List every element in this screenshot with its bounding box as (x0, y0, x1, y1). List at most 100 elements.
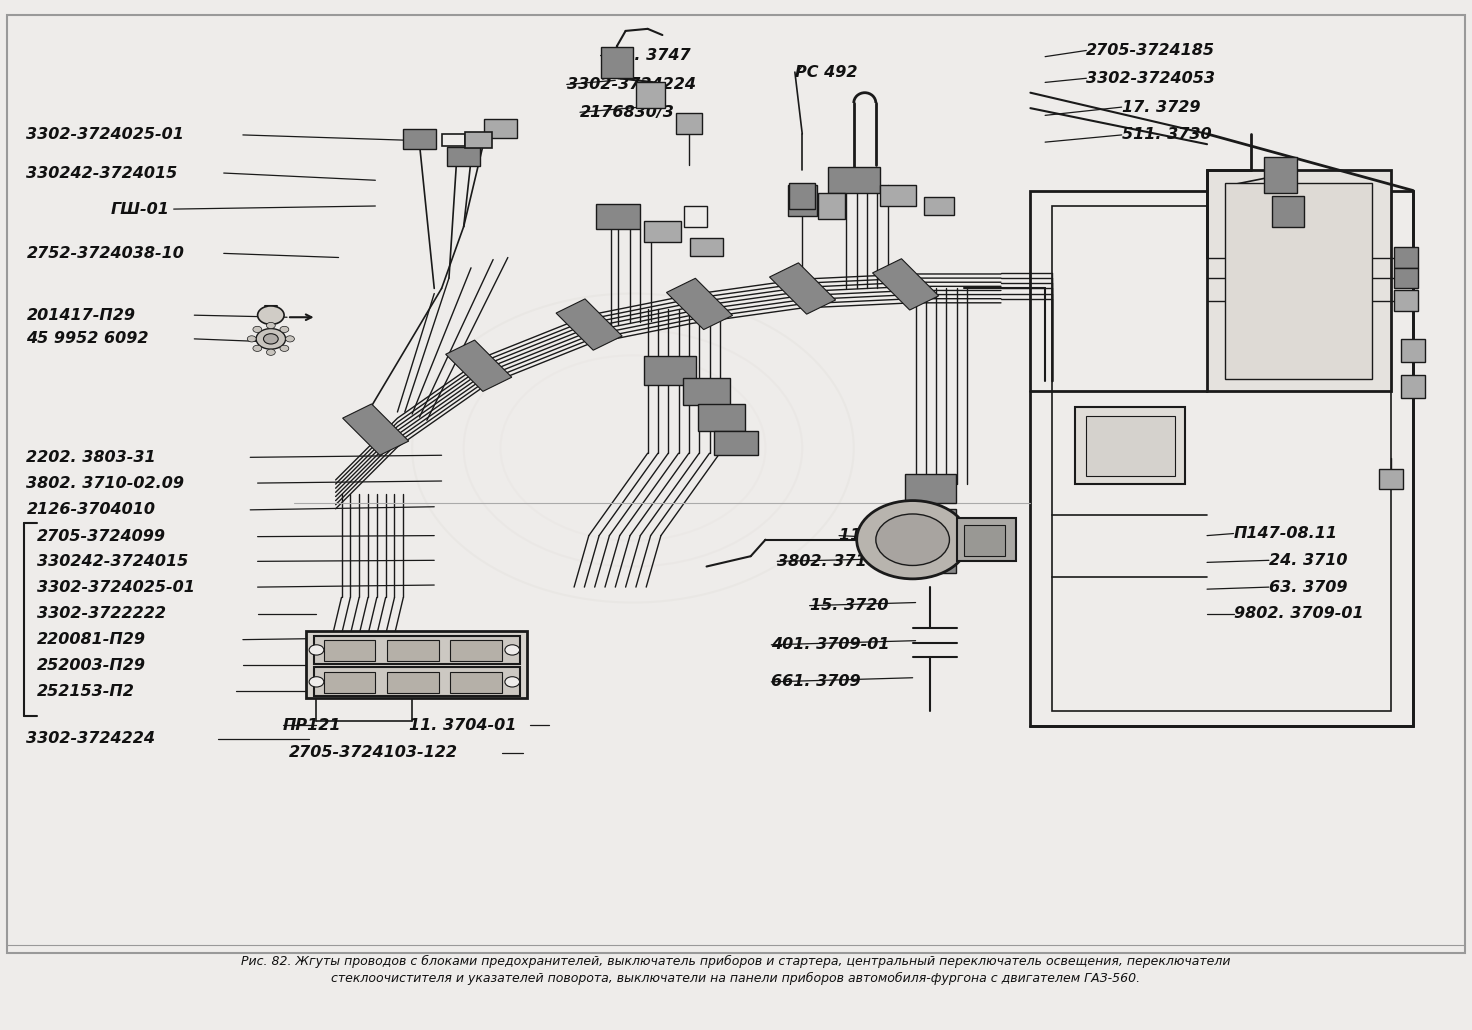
Bar (1075, 407, 1185, 484)
Bar (667, 278, 733, 330)
Text: 45 9952 6092: 45 9952 6092 (26, 332, 149, 346)
Text: 11. 3704-01: 11. 3704-01 (409, 718, 517, 732)
Circle shape (505, 677, 520, 687)
Bar (690, 238, 723, 256)
Bar (465, 132, 492, 148)
Circle shape (253, 327, 262, 333)
Text: ПР121: ПР121 (283, 718, 342, 732)
Text: 15. 3720: 15. 3720 (810, 598, 888, 613)
Text: 2705-3724185: 2705-3724185 (1086, 43, 1216, 58)
Bar (1207, 170, 1391, 391)
Text: 63. 3709: 63. 3709 (1269, 580, 1347, 594)
Text: 252003-П29: 252003-П29 (37, 658, 146, 673)
Bar (1401, 375, 1425, 398)
Bar (873, 259, 939, 310)
Text: 330242-3724015: 330242-3724015 (26, 166, 178, 180)
Circle shape (247, 336, 256, 342)
Circle shape (280, 327, 289, 333)
Text: 2705-3724099: 2705-3724099 (37, 529, 166, 544)
Bar (447, 147, 480, 166)
Bar (683, 378, 730, 405)
Bar (450, 672, 502, 693)
Text: 24. 3710: 24. 3710 (1269, 553, 1347, 568)
Text: 2202. 3803-31: 2202. 3803-31 (26, 450, 156, 465)
Bar (698, 404, 745, 431)
Circle shape (280, 345, 289, 351)
Bar (343, 404, 409, 455)
Bar (924, 197, 954, 215)
Bar (1272, 196, 1304, 227)
Text: П147-08.11: П147-08.11 (1234, 526, 1338, 541)
Bar (676, 113, 702, 134)
Circle shape (309, 645, 324, 655)
Circle shape (258, 306, 284, 324)
Text: 220081-П29: 220081-П29 (37, 632, 146, 647)
Bar (601, 47, 633, 78)
Bar (645, 356, 696, 385)
Text: 11. 3725: 11. 3725 (839, 528, 917, 543)
Bar (1394, 268, 1418, 288)
Bar (1401, 339, 1425, 362)
Circle shape (256, 329, 286, 349)
Bar (450, 640, 502, 661)
Text: 2126-3704010: 2126-3704010 (26, 503, 156, 517)
Text: 9802. 3709-01: 9802. 3709-01 (1234, 607, 1363, 621)
Bar (596, 204, 640, 229)
Text: 2176830/3: 2176830/3 (580, 105, 674, 119)
Text: 232. 3747: 232. 3747 (601, 48, 690, 63)
Bar (1030, 191, 1413, 726)
Bar (904, 509, 957, 538)
Text: 17. 3729: 17. 3729 (1122, 100, 1200, 114)
Circle shape (266, 349, 275, 355)
Bar (1379, 469, 1403, 489)
Bar (403, 129, 436, 149)
Circle shape (253, 345, 262, 351)
Text: 3802. 3710-02.04: 3802. 3710-02.04 (777, 554, 935, 569)
Bar (904, 474, 957, 503)
Text: 3302-3724224: 3302-3724224 (567, 77, 696, 92)
Bar (1225, 183, 1372, 379)
Bar (770, 263, 836, 314)
Bar (387, 640, 439, 661)
Bar (789, 183, 815, 208)
Bar (818, 193, 845, 218)
Bar (1264, 157, 1297, 194)
Text: 2752-3724038-10: 2752-3724038-10 (26, 246, 184, 261)
Text: ГШ-01: ГШ-01 (110, 202, 169, 216)
Text: 252153-П2: 252153-П2 (37, 684, 134, 698)
Text: 3302-3724053: 3302-3724053 (1086, 71, 1216, 85)
Circle shape (263, 334, 278, 344)
Bar (714, 431, 758, 455)
Bar (484, 119, 517, 138)
Circle shape (266, 322, 275, 329)
Bar (788, 185, 817, 216)
Bar (1086, 416, 1175, 476)
Bar (314, 636, 520, 664)
Bar (314, 667, 520, 696)
Bar (1394, 290, 1418, 311)
Bar (556, 299, 623, 350)
Bar (324, 672, 375, 693)
Text: 201417-П29: 201417-П29 (26, 308, 135, 322)
Bar (957, 518, 1016, 561)
Text: 401. 3709-01: 401. 3709-01 (771, 638, 891, 652)
Bar (904, 544, 957, 573)
Circle shape (505, 645, 520, 655)
Bar (387, 672, 439, 693)
Text: 3802. 3710-02.09: 3802. 3710-02.09 (26, 476, 184, 490)
Text: 3302-3724025-01: 3302-3724025-01 (26, 128, 184, 142)
Text: 3302-3724224: 3302-3724224 (26, 731, 156, 746)
Text: 661. 3709: 661. 3709 (771, 675, 861, 689)
Text: 3302-3722222: 3302-3722222 (37, 607, 166, 621)
Circle shape (857, 501, 969, 579)
Text: Рис. 82. Жгуты проводов с блоками предохранителей, выключатель приборов и старте: Рис. 82. Жгуты проводов с блоками предох… (241, 955, 1231, 986)
Bar (1394, 247, 1418, 268)
Bar (324, 640, 375, 661)
Bar (306, 631, 527, 698)
Bar (636, 82, 665, 108)
Bar (827, 168, 880, 194)
Bar (442, 134, 465, 146)
Text: 2705-3724103-122: 2705-3724103-122 (289, 746, 458, 760)
Text: РС 492: РС 492 (795, 65, 857, 79)
Bar (964, 525, 1005, 556)
